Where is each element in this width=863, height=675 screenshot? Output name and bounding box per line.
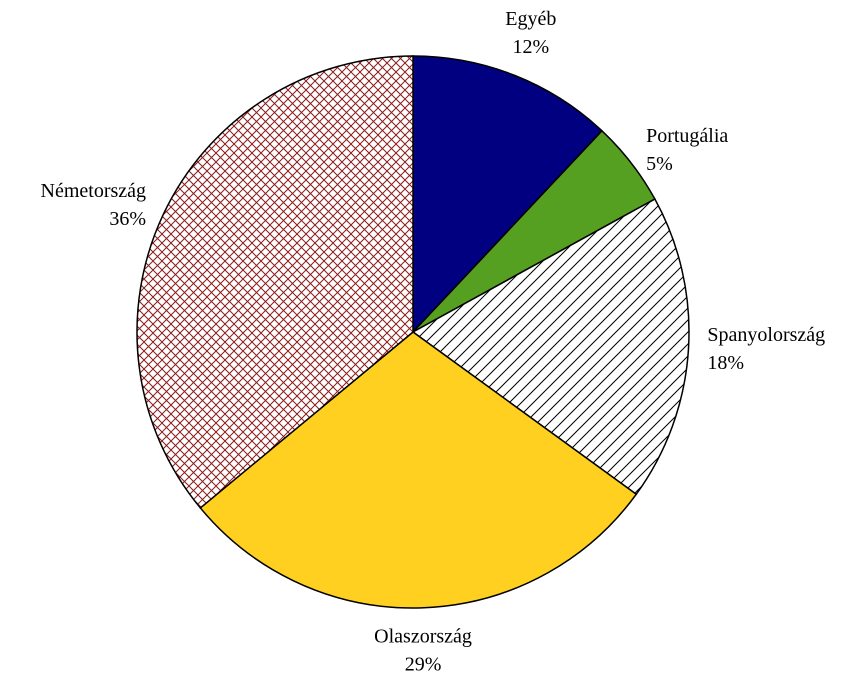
pie-slice [411,198,690,496]
slice-label: Portugália [646,125,728,147]
slice-value-label: 18% [707,352,744,374]
slice-label: Olaszország [374,625,472,647]
pie-slice [199,331,638,609]
slice-value-label: 29% [405,653,442,675]
slice-value-label: 12% [512,36,549,58]
slice-label: Németország [41,180,147,202]
slice-value-label: 36% [109,208,146,230]
slice-label: Spanyolország [707,324,825,346]
slice-value-label: 5% [646,153,673,175]
slice-label: Egyéb [505,8,556,30]
pie-slice [412,55,603,334]
pie-slice [136,55,414,509]
